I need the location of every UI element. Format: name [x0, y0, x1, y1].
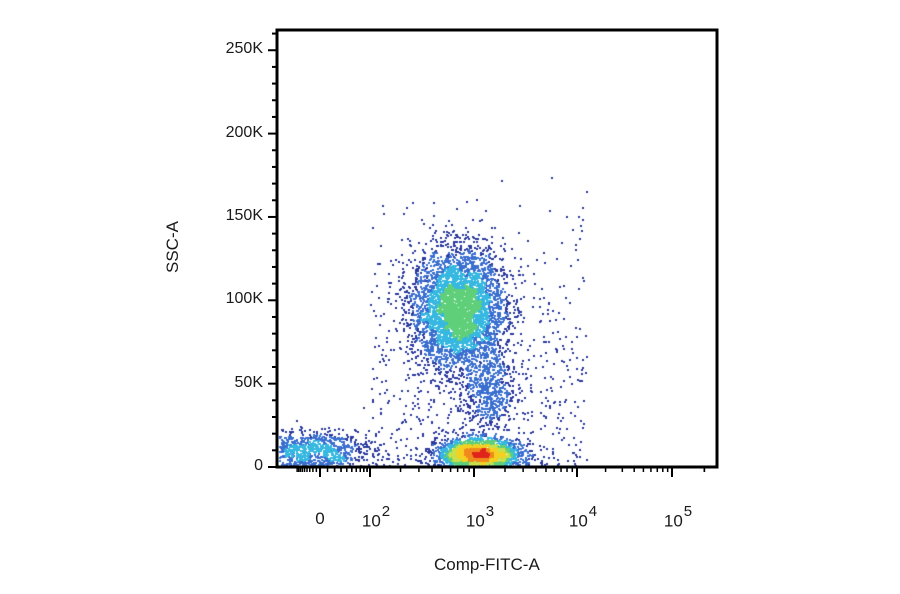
y-tick-label: 250K — [225, 40, 263, 58]
x-tick-base: 10 — [465, 511, 485, 531]
x-tick-base: 10 — [361, 511, 381, 531]
x-tick-base: 0 — [315, 509, 325, 528]
y-tick-label: 200K — [225, 123, 263, 141]
x-axis-label: Comp-FITC-A — [434, 555, 540, 574]
y-tick-label: 100K — [225, 290, 263, 308]
x-tick-label: 102 — [346, 503, 406, 532]
x-tick-exponent: 4 — [588, 503, 598, 520]
x-tick-base: 10 — [568, 511, 588, 531]
y-tick-label: 0 — [254, 457, 263, 474]
x-tick-label: 104 — [553, 503, 613, 532]
y-tick-label: 150K — [225, 206, 263, 224]
x-tick-label: 0 — [290, 509, 350, 529]
x-tick-base: 10 — [663, 511, 683, 531]
x-tick-exponent: 2 — [381, 503, 391, 520]
x-tick-exponent: 5 — [683, 503, 693, 520]
y-axis-label: SSC-A — [163, 221, 182, 273]
y-tick-label: 50K — [234, 373, 263, 391]
x-tick-label: 105 — [648, 503, 708, 532]
x-tick-label: 103 — [450, 503, 510, 532]
x-tick-exponent: 3 — [485, 503, 495, 520]
